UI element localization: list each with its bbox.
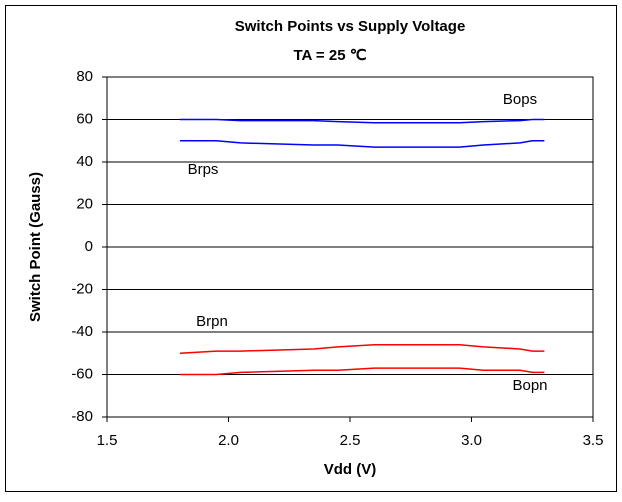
series-label: Bopn xyxy=(512,377,547,394)
x-tick-label: 1.5 xyxy=(97,432,118,449)
series-line xyxy=(179,140,545,148)
series-label: Brpn xyxy=(196,313,228,330)
x-axis-label: Vdd (V) xyxy=(324,461,377,478)
x-tick-label: 3.5 xyxy=(583,432,604,449)
chart-frame xyxy=(5,5,617,492)
x-tick-label: 2.5 xyxy=(340,432,361,449)
y-tick-label: -20 xyxy=(71,280,93,297)
chart-title: Switch Points vs Supply Voltage xyxy=(235,18,466,35)
series-line xyxy=(179,344,545,355)
y-tick-label: 40 xyxy=(76,153,93,170)
series-line xyxy=(179,367,545,376)
y-tick-label: -80 xyxy=(71,408,93,425)
plot-area xyxy=(106,76,594,418)
y-tick-label: 80 xyxy=(76,68,93,85)
series-label: Bops xyxy=(503,91,537,108)
y-tick-label: -40 xyxy=(71,323,93,340)
y-tick-label: 20 xyxy=(76,195,93,212)
y-tick-label: 0 xyxy=(85,238,93,255)
series-label: Brps xyxy=(188,161,219,178)
series-line xyxy=(179,118,545,124)
y-axis-label: Switch Point (Gauss) xyxy=(27,172,44,322)
x-tick-label: 3.0 xyxy=(461,432,482,449)
x-tick-label: 2.0 xyxy=(218,432,239,449)
chart-subtitle: TA = 25 ℃ xyxy=(293,47,366,64)
y-tick-label: 60 xyxy=(76,110,93,127)
y-tick-label: -60 xyxy=(71,365,93,382)
